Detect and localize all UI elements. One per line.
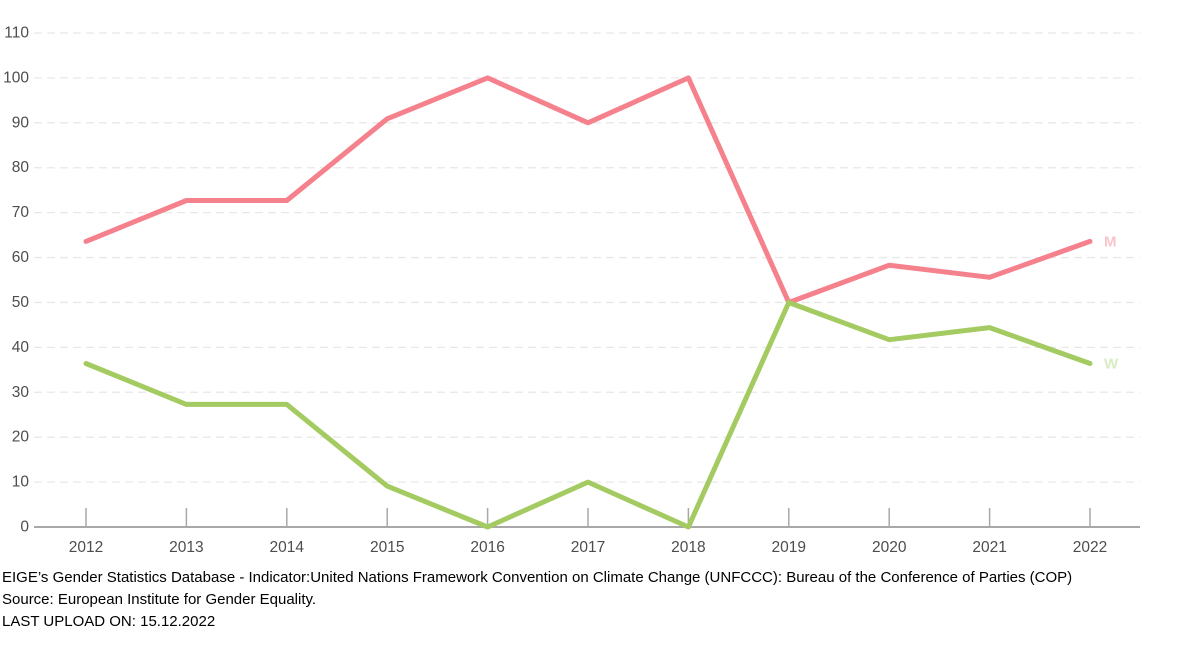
footer-last-upload-text: LAST UPLOAD ON: 15.12.2022 — [2, 613, 216, 630]
y-axis-label: 30 — [12, 384, 30, 401]
x-axis-label: 2020 — [872, 539, 907, 556]
x-axis-label: 2012 — [69, 539, 103, 556]
series-label-m: M — [1104, 233, 1117, 250]
series-line-m — [83, 75, 1093, 305]
y-axis-label: 10 — [12, 474, 30, 491]
y-axis-label: 100 — [3, 69, 29, 86]
x-axis-label: 2015 — [370, 539, 404, 556]
x-axis-label: 2017 — [571, 539, 605, 556]
y-axis-label: 60 — [12, 249, 30, 266]
y-axis-label: 90 — [12, 114, 30, 131]
y-axis-label: 70 — [12, 204, 30, 221]
footer-indicator-text: EIGE’s Gender Statistics Database - Indi… — [2, 569, 1073, 586]
line-chart: 0 10 20 30 40 50 60 70 80 90 100 110 2012 2013 2014 201… — [3, 25, 1140, 556]
footer-source-text: Source: European Institute for Gender Eq… — [2, 591, 317, 608]
y-axis-label: 80 — [12, 159, 30, 176]
x-axis-label: 2022 — [1073, 539, 1107, 556]
y-axis-label: 50 — [12, 294, 30, 311]
series-label-w: W — [1104, 356, 1119, 373]
x-axis-label: 2018 — [671, 539, 705, 556]
y-axis-label: 0 — [20, 519, 29, 536]
x-axis-label: 2013 — [169, 539, 203, 556]
y-axis-label: 40 — [12, 339, 30, 356]
x-axis-label: 2014 — [270, 539, 305, 556]
x-axis-label: 2019 — [772, 539, 806, 556]
x-axis-label: 2021 — [972, 539, 1006, 556]
y-axis-label: 110 — [4, 25, 29, 42]
y-axis-label: 20 — [12, 429, 30, 446]
chart-footer: EIGE’s Gender Statistics Database - Indi… — [2, 567, 1182, 633]
x-axis-label: 2016 — [470, 539, 504, 556]
series-line-w — [83, 300, 1093, 530]
